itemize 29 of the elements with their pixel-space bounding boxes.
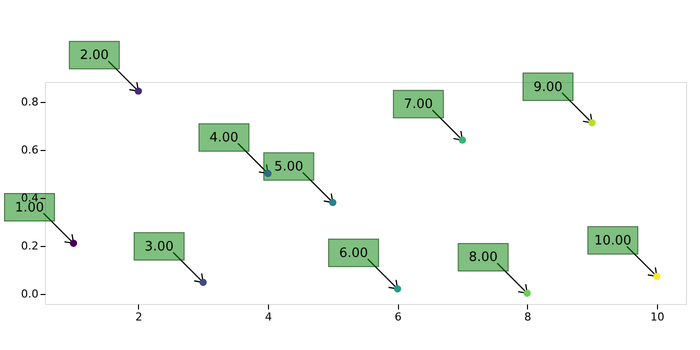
point xyxy=(653,272,660,280)
x-tick-label: 10 xyxy=(650,310,664,324)
point xyxy=(588,119,596,126)
annotation: 6.00 xyxy=(339,246,368,261)
x-tick-label: 6 xyxy=(394,310,402,324)
point xyxy=(394,285,402,292)
y-tick-label: 0.8 xyxy=(21,95,38,108)
annotation: 2.00 xyxy=(80,48,109,64)
point xyxy=(70,240,78,247)
annotation: 8.00 xyxy=(468,250,498,266)
x-tick-label: 8 xyxy=(524,310,532,324)
point xyxy=(200,278,207,286)
annotation: 7.00 xyxy=(404,97,433,112)
x-tick-label: 2 xyxy=(135,310,142,324)
y-tick-label: 0.2 xyxy=(21,239,38,252)
point xyxy=(134,88,142,95)
annotation: 10.00 xyxy=(594,233,632,248)
annotation: 1.00 xyxy=(15,200,44,216)
y-tick-label: 0.6 xyxy=(21,143,38,156)
annotation: 4.00 xyxy=(209,130,238,146)
point xyxy=(329,198,336,206)
x-tick-label: 4 xyxy=(264,310,272,324)
point xyxy=(458,136,466,144)
point xyxy=(264,170,272,177)
annotation: 3.00 xyxy=(144,239,174,254)
annotation: 9.00 xyxy=(534,80,562,95)
point xyxy=(524,290,531,297)
y-tick-label: 0.0 xyxy=(21,287,38,300)
annotation: 5.00 xyxy=(274,159,304,174)
